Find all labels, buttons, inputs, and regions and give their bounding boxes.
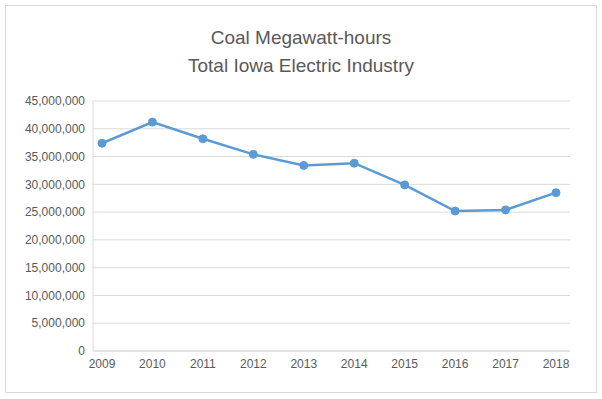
svg-text:20,000,000: 20,000,000 [25, 233, 85, 247]
svg-text:35,000,000: 35,000,000 [25, 150, 85, 164]
svg-text:40,000,000: 40,000,000 [25, 122, 85, 136]
svg-text:45,000,000: 45,000,000 [25, 94, 85, 108]
svg-text:2015: 2015 [391, 357, 418, 371]
svg-text:2011: 2011 [190, 357, 216, 371]
svg-text:10,000,000: 10,000,000 [25, 289, 85, 303]
html-text:Total Iowa Electric Industry: Total Iowa Electric Industry [188, 55, 414, 76]
svg-text:2016: 2016 [442, 357, 469, 371]
svg-text:15,000,000: 15,000,000 [25, 261, 85, 275]
html-text:Coal Megawatt-hours: Coal Megawatt-hours [210, 27, 392, 48]
svg-text:2014: 2014 [341, 357, 368, 371]
svg-text:2013: 2013 [290, 357, 317, 371]
svg-text:2010: 2010 [139, 357, 166, 371]
svg-text:0: 0 [78, 344, 85, 358]
svg-text:30,000,000: 30,000,000 [25, 178, 85, 192]
svg-text:2012: 2012 [240, 357, 267, 371]
svg-text:25,000,000: 25,000,000 [25, 205, 85, 219]
svg-text:5,000,000: 5,000,000 [32, 316, 86, 330]
svg-text:2017: 2017 [492, 357, 519, 371]
svg-text:2009: 2009 [89, 357, 116, 371]
svg-text:2018: 2018 [543, 357, 570, 371]
